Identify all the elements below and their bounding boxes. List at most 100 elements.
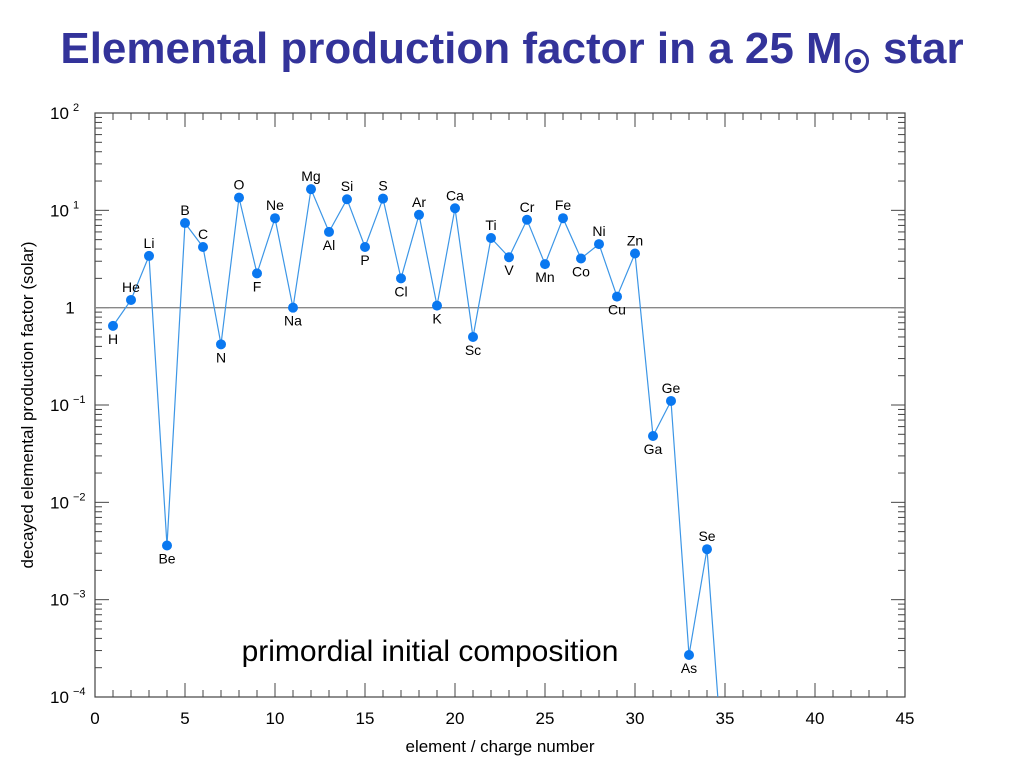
data-point-si (342, 194, 352, 205)
y-tick-exponent: −2 (73, 491, 86, 503)
data-point-o (234, 192, 244, 203)
x-tick-label: 45 (896, 709, 915, 728)
plot-frame (94, 112, 906, 698)
x-tick-label: 35 (716, 709, 735, 728)
data-point-b (180, 218, 190, 229)
data-point-s (378, 193, 388, 204)
y-tick-label: 10 (50, 493, 69, 512)
x-tick-labels: 0 5 10 15 20 25 30 35 40 45 (90, 709, 914, 728)
data-point-mn (540, 259, 550, 270)
point-label-si: Si (341, 178, 353, 194)
point-label-ni: Ni (592, 223, 605, 239)
data-point-zn (630, 248, 640, 259)
data-point-h (108, 320, 118, 331)
y-tick-label: 10 (50, 104, 69, 123)
data-point-se (702, 544, 712, 555)
y-tick-exponent: 2 (73, 102, 79, 114)
minor-ticks (95, 113, 905, 697)
point-label-li: Li (144, 235, 155, 251)
y-tick-exponent: −1 (73, 394, 86, 406)
data-point-ga (648, 431, 658, 442)
y-tick-label: 1 (65, 299, 74, 318)
data-point-cr (522, 214, 532, 225)
y-tick-label: 10 (50, 396, 69, 415)
point-label-sc: Sc (465, 342, 481, 358)
data-point-sc (468, 331, 478, 342)
point-label-o: O (234, 177, 245, 193)
point-label-ne: Ne (266, 197, 284, 213)
x-axis-label: element / charge number (406, 737, 595, 756)
major-ticks (94, 112, 906, 698)
y-tick-exponent: −4 (73, 686, 86, 698)
point-label-ti: Ti (485, 217, 496, 233)
y-tick-label: 10 (50, 201, 69, 220)
series-line (112, 187, 719, 698)
x-tick-label: 10 (266, 709, 285, 728)
data-point-al (324, 226, 334, 237)
data-point-c (198, 242, 208, 253)
data-point-p (360, 242, 370, 253)
data-point-he (126, 294, 136, 305)
point-label-ca: Ca (446, 187, 464, 203)
x-tick-label: 40 (806, 709, 825, 728)
data-point-f (252, 268, 262, 279)
data-point-na (288, 302, 298, 313)
data-points (108, 184, 712, 661)
point-label-cu: Cu (608, 302, 626, 318)
point-label-b: B (180, 202, 189, 218)
point-label-c: C (198, 226, 208, 242)
y-tick-exponent: 1 (73, 199, 79, 211)
point-label-v: V (504, 262, 514, 278)
sun-symbol-icon (844, 49, 869, 73)
point-label-k: K (432, 311, 442, 327)
data-point-k (432, 300, 442, 311)
annotation-text: primordial initial composition (242, 635, 619, 668)
x-tick-label: 15 (356, 709, 375, 728)
data-point-v (504, 252, 514, 263)
title-text: Elemental production factor in a 25 M (60, 24, 843, 73)
x-tick-label: 5 (180, 709, 189, 728)
point-labels: H He Li Be BC N O F Ne Na Mg Al Si P S Cl Ar K Ca Sc Ti V Cr Mn… (108, 168, 716, 676)
y-axis-label: decayed elemental production factor (sol… (18, 242, 37, 569)
data-point-cl (396, 273, 406, 284)
point-label-he: He (122, 279, 140, 295)
point-label-cr: Cr (520, 199, 535, 215)
point-label-f: F (253, 278, 262, 294)
y-tick-labels: 10 2 10 1 1 10 −1 10 −2 10 −3 10 −4 (50, 102, 86, 707)
point-label-cl: Cl (394, 283, 407, 299)
x-tick-label: 25 (536, 709, 555, 728)
y-tick-label: 10 (50, 591, 69, 610)
point-label-mg: Mg (301, 168, 320, 184)
x-tick-label: 0 (90, 709, 99, 728)
point-label-be: Be (158, 551, 175, 567)
point-label-se: Se (698, 528, 715, 544)
chart-title: Elemental production factor in a 25 M st… (0, 24, 1024, 74)
x-tick-label: 20 (446, 709, 465, 728)
point-label-h: H (108, 331, 118, 347)
point-label-na: Na (284, 313, 302, 329)
data-point-ni (594, 239, 604, 250)
data-point-ca (450, 203, 460, 214)
data-point-cu (612, 291, 622, 302)
point-label-zn: Zn (627, 233, 643, 249)
point-label-ga: Ga (644, 441, 663, 457)
data-point-co (576, 253, 586, 264)
data-point-as (684, 650, 694, 661)
point-label-mn: Mn (535, 269, 554, 285)
y-tick-label: 10 (50, 688, 69, 707)
point-label-s: S (378, 178, 387, 194)
data-point-n (216, 339, 226, 350)
x-tick-label: 30 (626, 709, 645, 728)
point-label-n: N (216, 349, 226, 365)
point-label-co: Co (572, 263, 590, 279)
data-point-ar (414, 209, 424, 220)
point-label-as: As (681, 660, 697, 676)
data-point-mg (306, 184, 316, 195)
data-point-ti (486, 232, 496, 243)
data-point-li (144, 250, 154, 261)
data-point-be (162, 540, 172, 551)
data-point-ne (270, 213, 280, 224)
point-label-ge: Ge (662, 380, 681, 396)
data-point-ge (666, 395, 676, 406)
